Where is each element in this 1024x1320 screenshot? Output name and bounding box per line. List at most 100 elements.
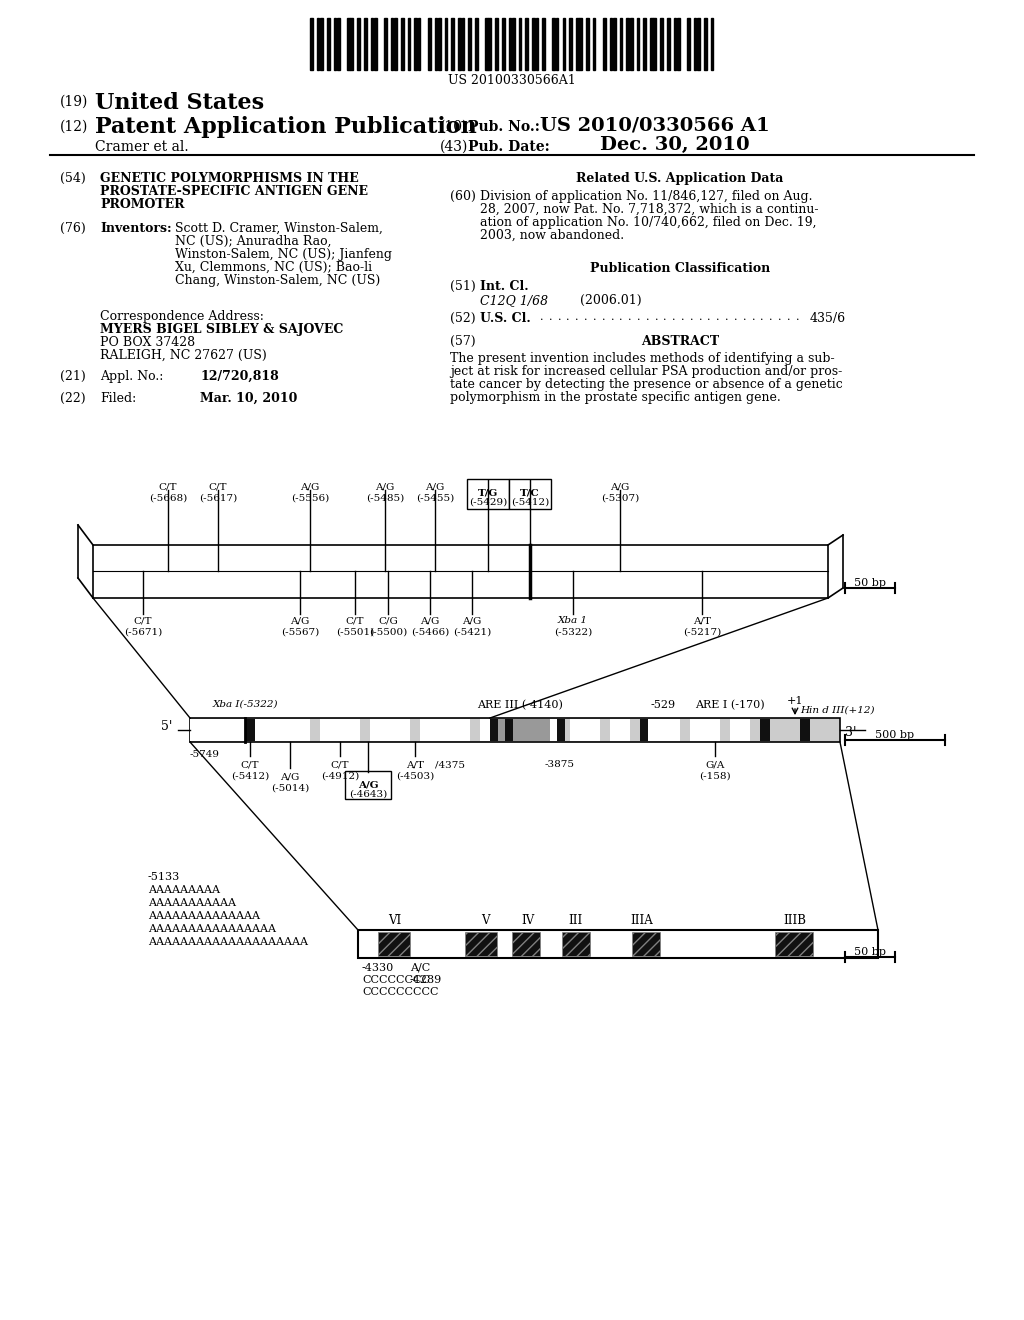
Text: IV: IV: [521, 913, 535, 927]
Text: AAAAAAAAAAA: AAAAAAAAAAA: [148, 898, 236, 908]
Bar: [512, 932, 540, 956]
Text: (-4503): (-4503): [396, 772, 434, 781]
Text: CCCCCCCCC: CCCCCCCCC: [362, 987, 438, 997]
Text: (-5014): (-5014): [271, 784, 309, 793]
Text: .: .: [769, 312, 773, 322]
Text: AAAAAAAAA: AAAAAAAAA: [148, 884, 220, 895]
Text: .: .: [672, 312, 676, 322]
Text: Winston-Salem, NC (US); Jianfeng: Winston-Salem, NC (US); Jianfeng: [175, 248, 392, 261]
Text: A/G: A/G: [281, 772, 300, 781]
Text: .: .: [610, 312, 614, 322]
Text: AAAAAAAAAAAAAAAA: AAAAAAAAAAAAAAAA: [148, 924, 276, 935]
Text: .: .: [575, 312, 579, 322]
Text: (21): (21): [60, 370, 86, 383]
Bar: [690, 719, 720, 741]
Text: .: .: [742, 312, 746, 322]
Text: Cramer et al.: Cramer et al.: [95, 140, 188, 154]
Text: Int. Cl.: Int. Cl.: [480, 280, 528, 293]
Bar: [452, 18, 454, 70]
Text: .: .: [752, 312, 755, 322]
Bar: [310, 18, 312, 70]
Text: (-5307): (-5307): [601, 494, 639, 503]
Bar: [357, 18, 359, 70]
Text: tate cancer by detecting the presence or absence of a genetic: tate cancer by detecting the presence or…: [450, 378, 843, 391]
Bar: [462, 18, 464, 70]
Text: Hin d III(+12): Hin d III(+12): [800, 706, 874, 715]
Bar: [480, 719, 520, 741]
Bar: [643, 18, 646, 70]
Text: Chang, Winston-Salem, NC (US): Chang, Winston-Salem, NC (US): [175, 275, 380, 286]
Text: (19): (19): [60, 95, 88, 110]
Text: ARE III (-4140): ARE III (-4140): [477, 700, 563, 710]
Bar: [485, 18, 487, 70]
Text: -3875: -3875: [545, 760, 575, 770]
Text: (-5617): (-5617): [199, 494, 238, 503]
Bar: [438, 18, 440, 70]
Text: AAAAAAAAAAAAAA: AAAAAAAAAAAAAA: [148, 911, 260, 921]
Bar: [319, 719, 360, 741]
Text: A/G: A/G: [376, 483, 394, 492]
Bar: [760, 719, 770, 741]
Text: (2006.01): (2006.01): [580, 294, 642, 308]
Bar: [640, 719, 680, 741]
Bar: [327, 18, 330, 70]
Text: ation of application No. 10/740,662, filed on Dec. 19,: ation of application No. 10/740,662, fil…: [480, 216, 816, 228]
Bar: [418, 18, 421, 70]
Text: 435/6: 435/6: [810, 312, 846, 325]
Text: (76): (76): [60, 222, 86, 235]
Text: A/G: A/G: [425, 483, 444, 492]
Text: .: .: [796, 312, 799, 322]
Bar: [530, 719, 560, 741]
Bar: [337, 18, 340, 70]
Bar: [490, 719, 550, 741]
Bar: [519, 18, 521, 70]
Text: A/G: A/G: [291, 616, 309, 624]
Text: 50 bp: 50 bp: [854, 578, 886, 587]
Bar: [468, 18, 471, 70]
Text: (-158): (-158): [699, 772, 731, 781]
Text: 3': 3': [845, 726, 856, 739]
Bar: [610, 719, 630, 741]
Bar: [358, 931, 878, 958]
Bar: [334, 18, 336, 70]
Text: (-5466): (-5466): [411, 628, 450, 638]
Text: 500 bp: 500 bp: [876, 730, 914, 741]
Text: .: .: [681, 312, 684, 322]
Text: A/G: A/G: [357, 780, 378, 789]
Text: US 20100330566A1: US 20100330566A1: [449, 74, 575, 87]
Bar: [420, 719, 470, 741]
Text: .: .: [637, 312, 640, 322]
Bar: [475, 18, 477, 70]
Bar: [465, 932, 497, 956]
Text: U.S. Cl.: U.S. Cl.: [480, 312, 530, 325]
Bar: [536, 18, 539, 70]
Text: 50 bp: 50 bp: [854, 946, 886, 957]
Bar: [364, 18, 367, 70]
Text: RALEIGH, NC 27627 (US): RALEIGH, NC 27627 (US): [100, 348, 266, 362]
Text: (-5668): (-5668): [148, 494, 187, 503]
Text: IIIB: IIIB: [783, 913, 807, 927]
Text: (22): (22): [60, 392, 86, 405]
Bar: [632, 932, 660, 956]
Text: .: .: [698, 312, 702, 322]
Text: ARE I (-170): ARE I (-170): [695, 700, 765, 710]
Text: NC (US); Anuradha Rao,: NC (US); Anuradha Rao,: [175, 235, 332, 248]
Text: .: .: [593, 312, 596, 322]
Text: (57): (57): [450, 335, 475, 348]
Text: 12/720,818: 12/720,818: [200, 370, 279, 383]
Bar: [640, 719, 648, 741]
Text: (-5500): (-5500): [369, 628, 408, 638]
Text: .: .: [725, 312, 729, 322]
Bar: [321, 18, 323, 70]
Bar: [245, 719, 255, 741]
Bar: [580, 18, 582, 70]
Bar: [677, 18, 680, 70]
Text: CCCCCCCC: CCCCCCCC: [362, 975, 430, 985]
Bar: [603, 18, 605, 70]
Text: .: .: [654, 312, 658, 322]
Text: Correspondence Address:: Correspondence Address:: [100, 310, 264, 323]
Bar: [562, 932, 590, 956]
Bar: [532, 18, 535, 70]
Text: US 2010/0330566 A1: US 2010/0330566 A1: [540, 116, 770, 135]
Bar: [509, 18, 511, 70]
